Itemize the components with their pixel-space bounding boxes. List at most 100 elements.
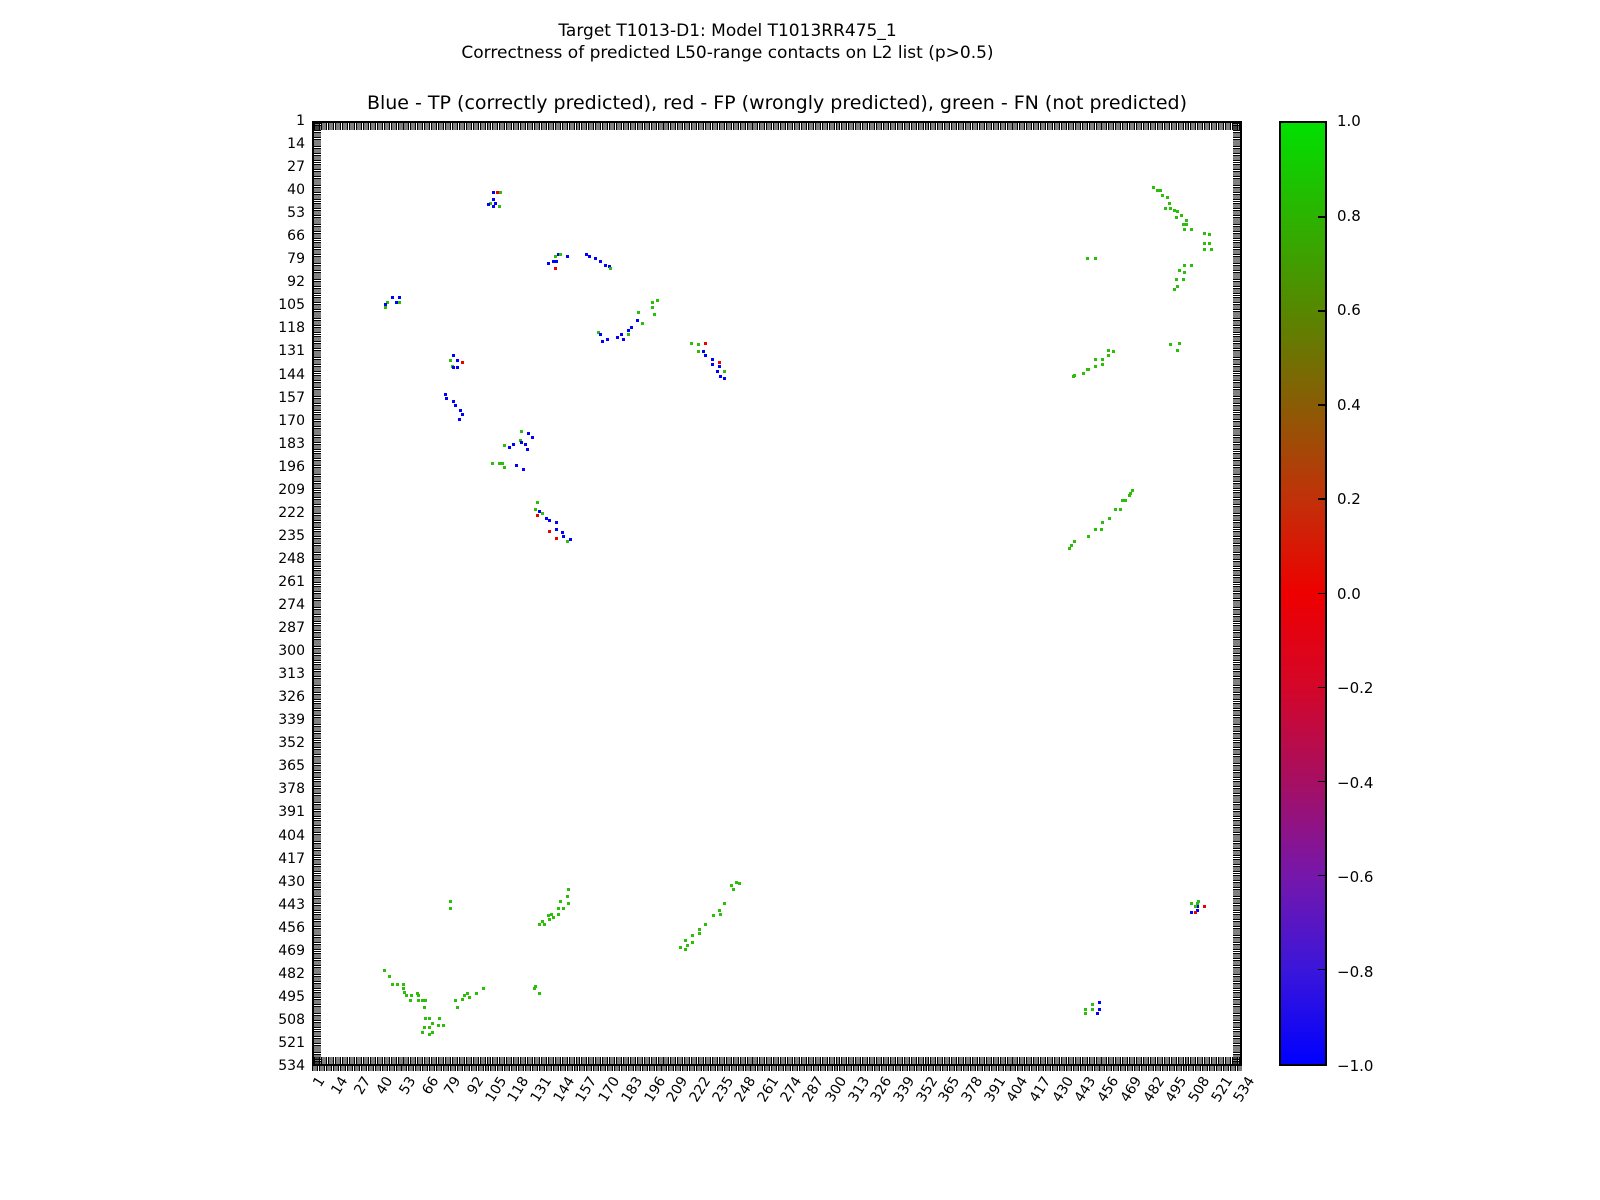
y-tick-label: 391 [278,804,305,821]
data-point [1085,368,1089,372]
data-point [1087,368,1091,372]
data-point [403,990,407,994]
y-tick-label: 326 [278,689,305,706]
data-point [1090,1002,1094,1006]
data-point [1185,219,1189,223]
data-point [1118,508,1122,512]
data-point [511,442,515,446]
data-point [722,901,726,905]
data-point [557,912,561,916]
data-point [541,511,545,515]
y-tick-label: 352 [278,735,305,752]
colorbar-tick-label: 0.8 [1337,206,1361,225]
data-point [1113,508,1117,512]
data-point [422,1025,426,1029]
data-point [1169,206,1173,210]
colorbar-tick-label: 0.4 [1337,395,1361,414]
data-point [420,999,424,1003]
data-point [1202,247,1206,251]
data-point [541,919,545,923]
data-point [424,1017,428,1021]
data-point [651,306,655,310]
data-point [1190,228,1194,232]
data-point [1085,256,1089,260]
y-tick-label: 443 [278,896,305,913]
data-point [527,432,531,436]
y-tick-label: 417 [278,850,305,867]
data-point [555,536,559,540]
data-point [431,1022,435,1026]
y-tick-label: 79 [287,251,305,268]
data-point [731,887,735,891]
data-point [1202,242,1206,246]
data-point [492,198,496,201]
data-point [518,439,522,443]
data-point [555,260,559,264]
y-tick-label: 157 [278,389,305,406]
data-point [722,377,726,381]
data-point [534,508,538,512]
data-point [454,999,458,1003]
data-point [1099,527,1103,531]
data-point [394,300,398,304]
data-point [558,900,562,904]
data-point [461,997,465,1001]
data-point [532,986,536,990]
data-point [387,974,391,978]
data-point [522,467,526,471]
data-point [637,311,641,315]
data-point [455,359,459,363]
data-point [1174,277,1178,281]
data-point [551,260,555,264]
y-tick-label: 261 [278,573,305,590]
colorbar-tick-label: −0.6 [1337,868,1374,886]
data-point [495,190,499,194]
data-point [597,330,601,334]
data-point [452,400,456,404]
data-point [1207,233,1211,237]
y-tick-label: 482 [278,965,305,982]
data-point [1097,1008,1101,1012]
data-point [492,205,496,209]
data-point [398,295,402,299]
minor-ticks-bottom [314,1057,1240,1064]
data-point [558,252,562,256]
data-point [1083,1008,1087,1012]
data-point [459,408,463,412]
data-point [537,992,541,996]
colorbar-tick-mark [1318,968,1325,971]
y-tick-label: 274 [278,597,305,614]
data-point [1193,905,1197,909]
data-point [466,992,470,996]
data-point [448,900,452,904]
colorbar-tick-label: 0.6 [1337,301,1361,319]
data-point [548,518,552,522]
colorbar-tick-label: −0.4 [1337,773,1374,792]
data-point [553,267,557,271]
data-point [401,986,405,990]
colorbar-tick-mark [1318,216,1325,218]
data-point [717,361,721,365]
colorbar [1279,121,1327,1066]
y-tick-label: 300 [278,643,305,660]
data-point [565,894,569,898]
y-tick-label: 339 [278,712,305,729]
data-point [605,338,609,342]
data-point [626,332,630,336]
colorbar-tick-label: −0.8 [1337,962,1374,981]
data-point [1120,499,1124,503]
data-point [508,446,512,450]
y-tick-label: 66 [287,228,305,245]
data-point [1165,196,1169,200]
data-point [1071,375,1075,379]
data-point [1068,547,1072,551]
data-point [1183,228,1187,232]
data-point [555,520,559,524]
data-point [1155,189,1159,193]
data-point [441,1024,445,1028]
data-point [1202,231,1206,235]
data-point [408,999,412,1003]
data-point [523,442,527,446]
y-tick-label: 105 [278,297,305,314]
data-point [436,1024,440,1028]
